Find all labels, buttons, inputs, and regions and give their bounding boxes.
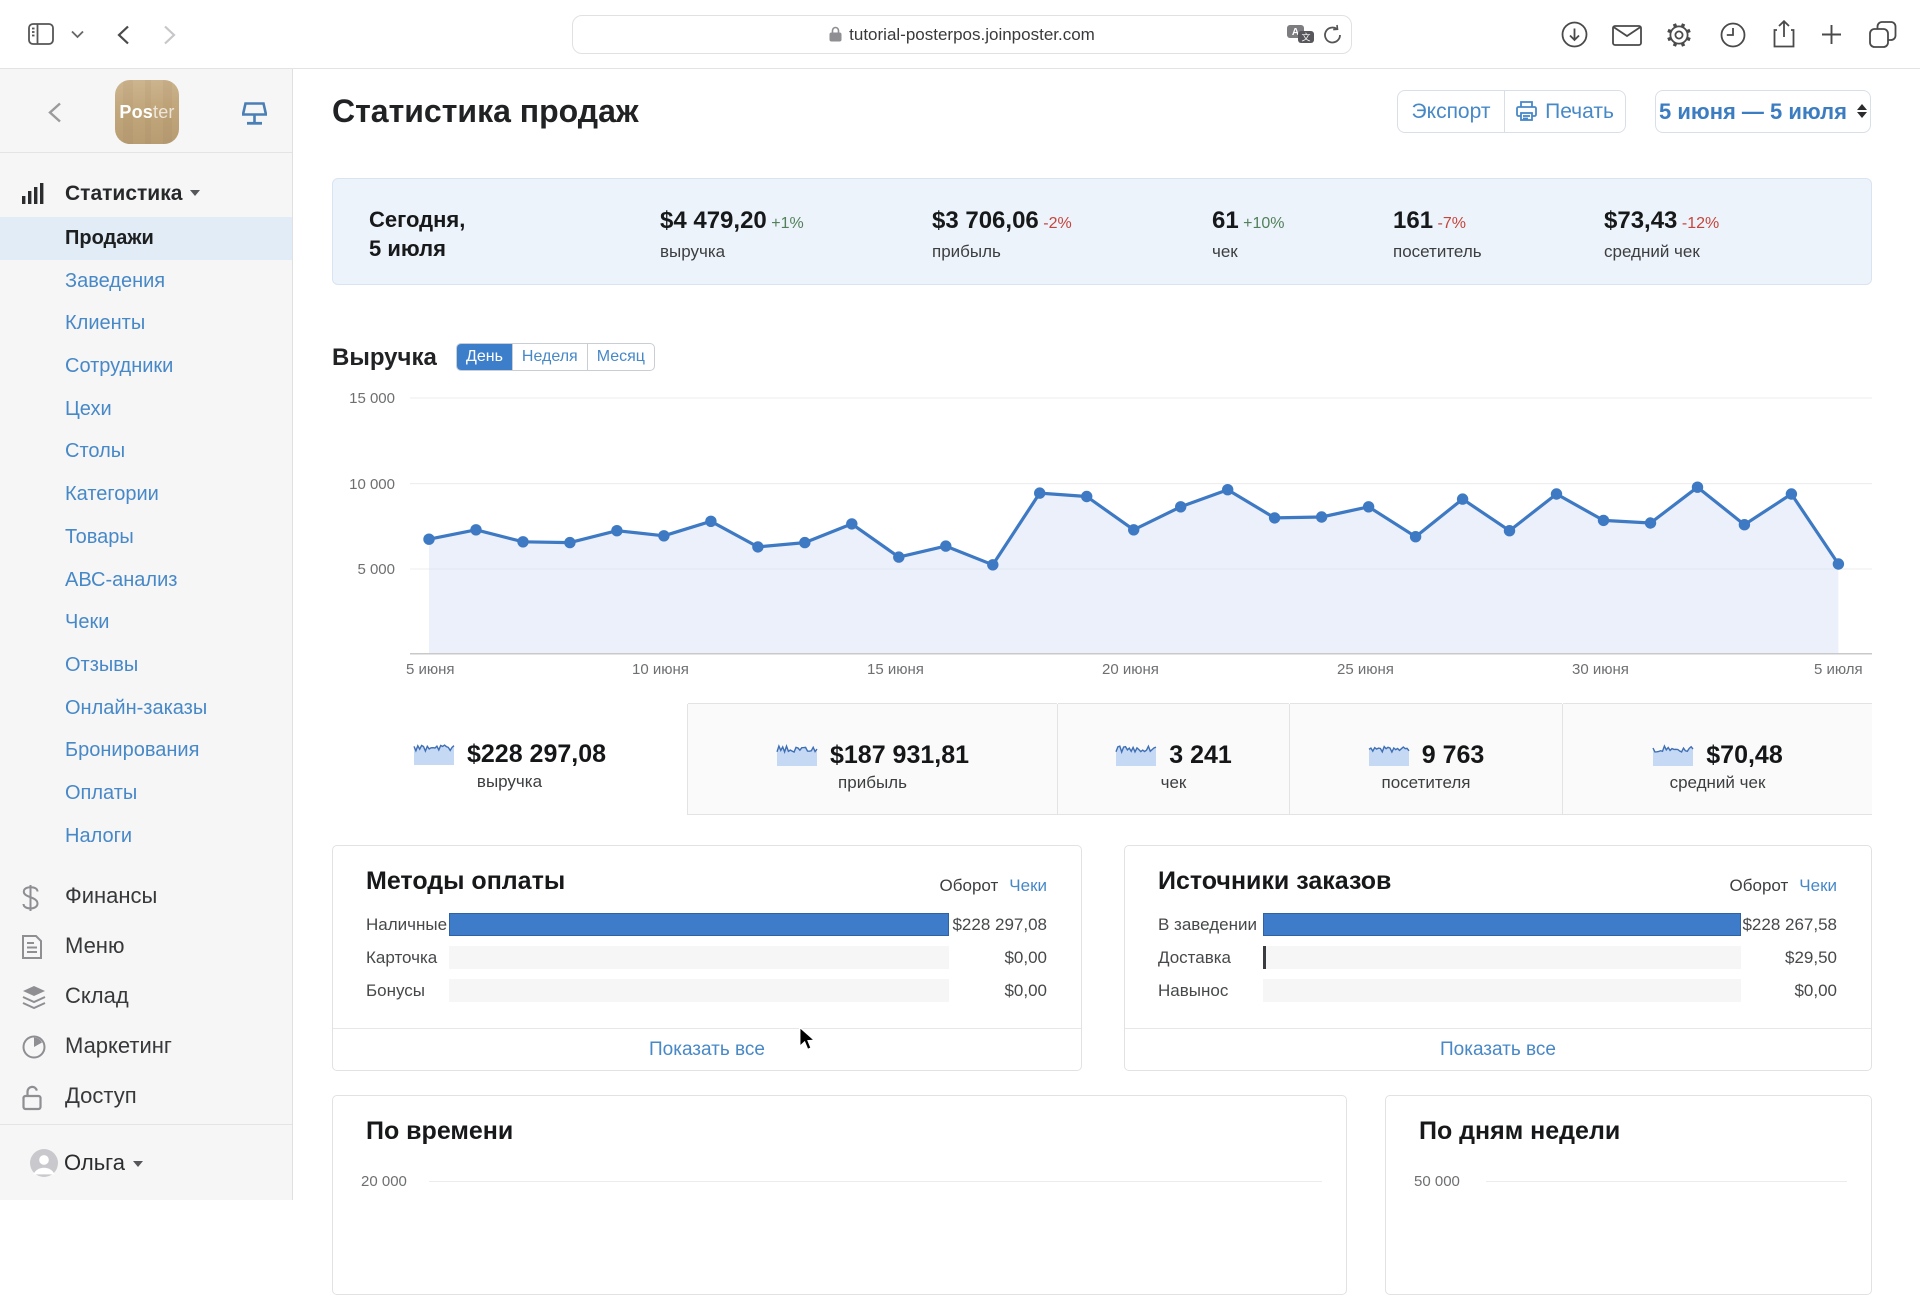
svg-text:文: 文 xyxy=(1301,32,1310,43)
svg-text:A: A xyxy=(1292,27,1299,38)
